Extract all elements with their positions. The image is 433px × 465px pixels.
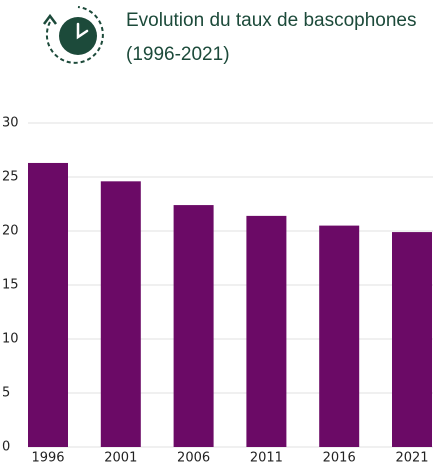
y-tick-label: 25 bbox=[2, 170, 19, 185]
x-tick-label: 1996 bbox=[31, 451, 64, 465]
y-tick-label: 30 bbox=[2, 116, 19, 131]
clock-icon bbox=[43, 6, 104, 64]
y-tick-label: 10 bbox=[2, 332, 19, 347]
bar bbox=[392, 232, 432, 447]
x-tick-label: 2016 bbox=[323, 451, 356, 465]
y-tick-label: 20 bbox=[2, 224, 19, 239]
bar bbox=[319, 225, 360, 447]
chart-subtitle: (1996-2021) bbox=[126, 44, 230, 65]
y-tick-label: 5 bbox=[2, 386, 10, 401]
chart-title: Evolution du taux de bascophones bbox=[126, 10, 417, 31]
bar bbox=[28, 162, 68, 447]
x-tick-label: 2006 bbox=[177, 451, 210, 465]
x-tick-label: 2001 bbox=[104, 451, 137, 465]
y-tick-label: 15 bbox=[2, 278, 19, 293]
x-tick-label: 2021 bbox=[395, 451, 428, 465]
x-tick-label: 2011 bbox=[250, 451, 283, 465]
bar bbox=[173, 205, 214, 447]
y-tick-label: 0 bbox=[2, 440, 10, 455]
bar bbox=[246, 215, 287, 447]
bar bbox=[100, 181, 141, 447]
